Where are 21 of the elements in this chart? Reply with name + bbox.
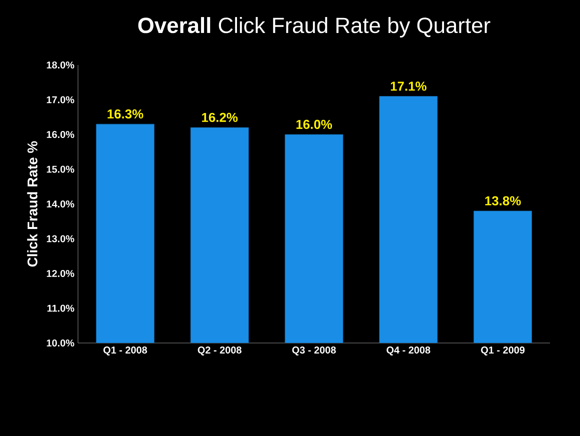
y-tick-label: 18.0% (46, 61, 74, 69)
x-tick-label: Q4 - 2008 (386, 346, 430, 356)
y-tick-label: 15.0% (46, 166, 74, 173)
y-tick-label: 11.0% (47, 304, 74, 312)
data-label: 16.0% (296, 120, 332, 129)
data-label: 13.8% (485, 196, 521, 206)
x-tick-label: Q1 - 2008 (103, 346, 148, 356)
y-axis-title: Click Fraud Rate % (27, 141, 38, 267)
y-tick-label: 16.0% (46, 130, 74, 138)
chart-title: Overall Click Fraud Rate by Quarter (138, 17, 490, 38)
y-tick-label: 17.0% (46, 96, 74, 104)
y-tick-label: 10.0% (46, 339, 74, 347)
x-tick-label: Q3 - 2008 (292, 346, 336, 356)
data-label: 16.3% (108, 109, 144, 119)
data-label: 17.1% (390, 82, 426, 91)
x-tick-label: Q2 - 2008 (198, 346, 242, 356)
y-tick-label: 14.0% (46, 200, 74, 208)
y-tick-label: 13.0% (46, 235, 74, 242)
x-tick-label: Q1 - 2009 (481, 346, 525, 356)
data-label: 16.2% (202, 112, 238, 122)
y-tick-label: 12.0% (46, 270, 74, 278)
